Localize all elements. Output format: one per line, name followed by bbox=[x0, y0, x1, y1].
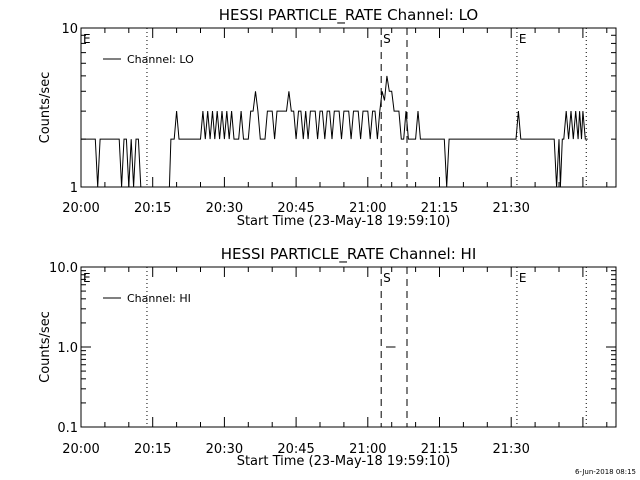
plot-frame bbox=[80, 27, 617, 188]
plot-frame bbox=[80, 266, 617, 428]
x-tick-label: 20:00 bbox=[62, 442, 99, 457]
time-marker-label: E bbox=[519, 271, 527, 285]
x-tick-label: 21:15 bbox=[421, 442, 458, 457]
x-tick-label: 20:15 bbox=[134, 201, 171, 216]
x-tick-label: 21:00 bbox=[349, 442, 386, 457]
series-line bbox=[81, 75, 588, 188]
x-tick-label: 20:00 bbox=[62, 201, 99, 216]
x-axis-label: Start Time (23-May-18 19:59:10) bbox=[237, 454, 451, 469]
x-tick-label: 21:30 bbox=[492, 201, 529, 216]
x-axis-label: Start Time (23-May-18 19:59:10) bbox=[237, 214, 451, 229]
chart-panel-hi: HESSI PARTICLE_RATE Channel: HI 10.0 1.0 0.… bbox=[38, 245, 617, 469]
y-tick-label: 1 bbox=[70, 181, 78, 196]
x-tick-label: 21:30 bbox=[492, 442, 529, 457]
y-tick-label: 10 bbox=[61, 22, 78, 37]
x-tick-label: 20:30 bbox=[206, 442, 243, 457]
legend-label: Channel: HI bbox=[127, 292, 191, 305]
time-marker-label: S bbox=[383, 271, 391, 285]
x-tick-label: 20:45 bbox=[277, 442, 314, 457]
x-tick-label: 20:45 bbox=[277, 201, 314, 216]
y-axis-label: Counts/sec bbox=[38, 311, 53, 383]
time-marker-label: E bbox=[83, 32, 91, 46]
chart-title: HESSI PARTICLE_RATE Channel: HI bbox=[221, 245, 477, 264]
chart-panel-lo: HESSI PARTICLE_RATE Channel: LO 10 1 Counts… bbox=[38, 6, 617, 229]
y-tick-label: 10.0 bbox=[49, 261, 78, 276]
time-marker-label: S bbox=[383, 32, 391, 46]
x-tick-label: 20:30 bbox=[206, 201, 243, 216]
y-axis-label: Counts/sec bbox=[38, 72, 53, 144]
x-tick-label: 20:15 bbox=[134, 442, 171, 457]
chart-title: HESSI PARTICLE_RATE Channel: LO bbox=[219, 6, 478, 25]
legend-label: Channel: LO bbox=[127, 53, 194, 66]
x-tick-label: 21:00 bbox=[349, 201, 386, 216]
time-marker-label: E bbox=[83, 271, 91, 285]
footer-timestamp: 6-Jun-2018 08:15 bbox=[574, 468, 636, 476]
x-tick-label: 21:15 bbox=[421, 201, 458, 216]
time-marker-label: E bbox=[519, 32, 527, 46]
y-tick-label: 0.1 bbox=[57, 421, 78, 436]
y-tick-label: 1.0 bbox=[57, 341, 78, 356]
